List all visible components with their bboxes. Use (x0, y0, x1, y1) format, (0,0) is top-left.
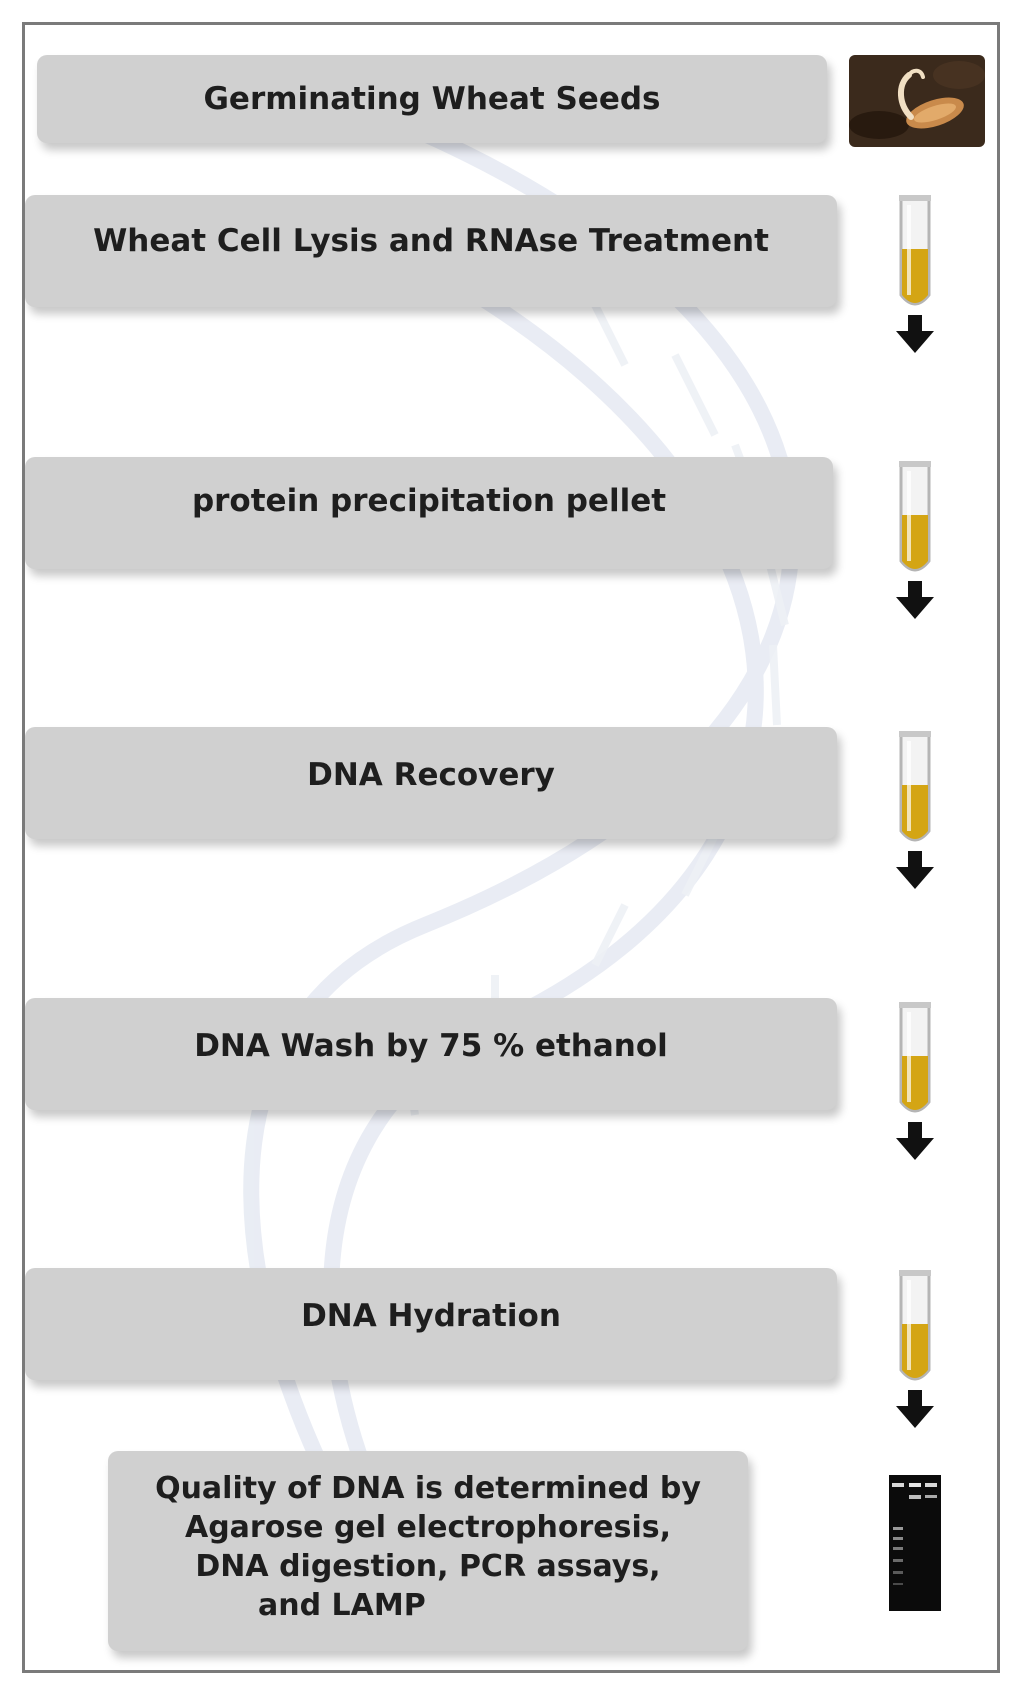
step-label: Germinating Wheat Seeds (203, 81, 661, 117)
step-dna-hydration: DNA Hydration (25, 1268, 837, 1380)
step-dna-recovery: DNA Recovery (25, 727, 837, 839)
down-arrow-icon (896, 1122, 934, 1160)
step-cell-lysis-rnase: Wheat Cell Lysis and RNAse Treatment (25, 195, 837, 307)
agarose-gel-image (889, 1475, 941, 1611)
step-label-line: and LAMP (258, 1588, 426, 1623)
test-tube-icon (896, 195, 934, 353)
step-label: Wheat Cell Lysis and RNAse Treatment (93, 223, 769, 259)
down-arrow-icon (896, 315, 934, 353)
step-label: DNA Wash by 75 % ethanol (194, 1028, 668, 1064)
step-label-line: Quality of DNA is determined by (155, 1471, 701, 1506)
step-dna-wash: DNA Wash by 75 % ethanol (25, 998, 837, 1110)
test-tube-icon (896, 1270, 934, 1428)
step-label: protein precipitation pellet (191, 483, 667, 519)
down-arrow-icon (896, 1390, 934, 1428)
step-protein-precipitation: protein precipitation pellet (25, 457, 833, 569)
diagram-frame: Germinating Wheat Seeds Wheat Cell Lysis… (22, 22, 1000, 1673)
germinating-seed-photo (849, 55, 985, 147)
step-label: DNA Recovery (307, 757, 555, 793)
down-arrow-icon (896, 581, 934, 619)
down-arrow-icon (896, 851, 934, 889)
test-tube-icon (896, 461, 934, 619)
step-label: DNA Hydration (301, 1298, 561, 1334)
test-tube-icon (896, 1002, 934, 1160)
step-label-line: DNA digestion, PCR assays, (195, 1549, 661, 1584)
step-dna-quality: Quality of DNA is determined by Agarose … (108, 1451, 748, 1651)
step-germinating-wheat-seeds: Germinating Wheat Seeds (37, 55, 827, 143)
test-tube-icon (896, 731, 934, 889)
step-label-line: Agarose gel electrophoresis, (184, 1510, 672, 1545)
